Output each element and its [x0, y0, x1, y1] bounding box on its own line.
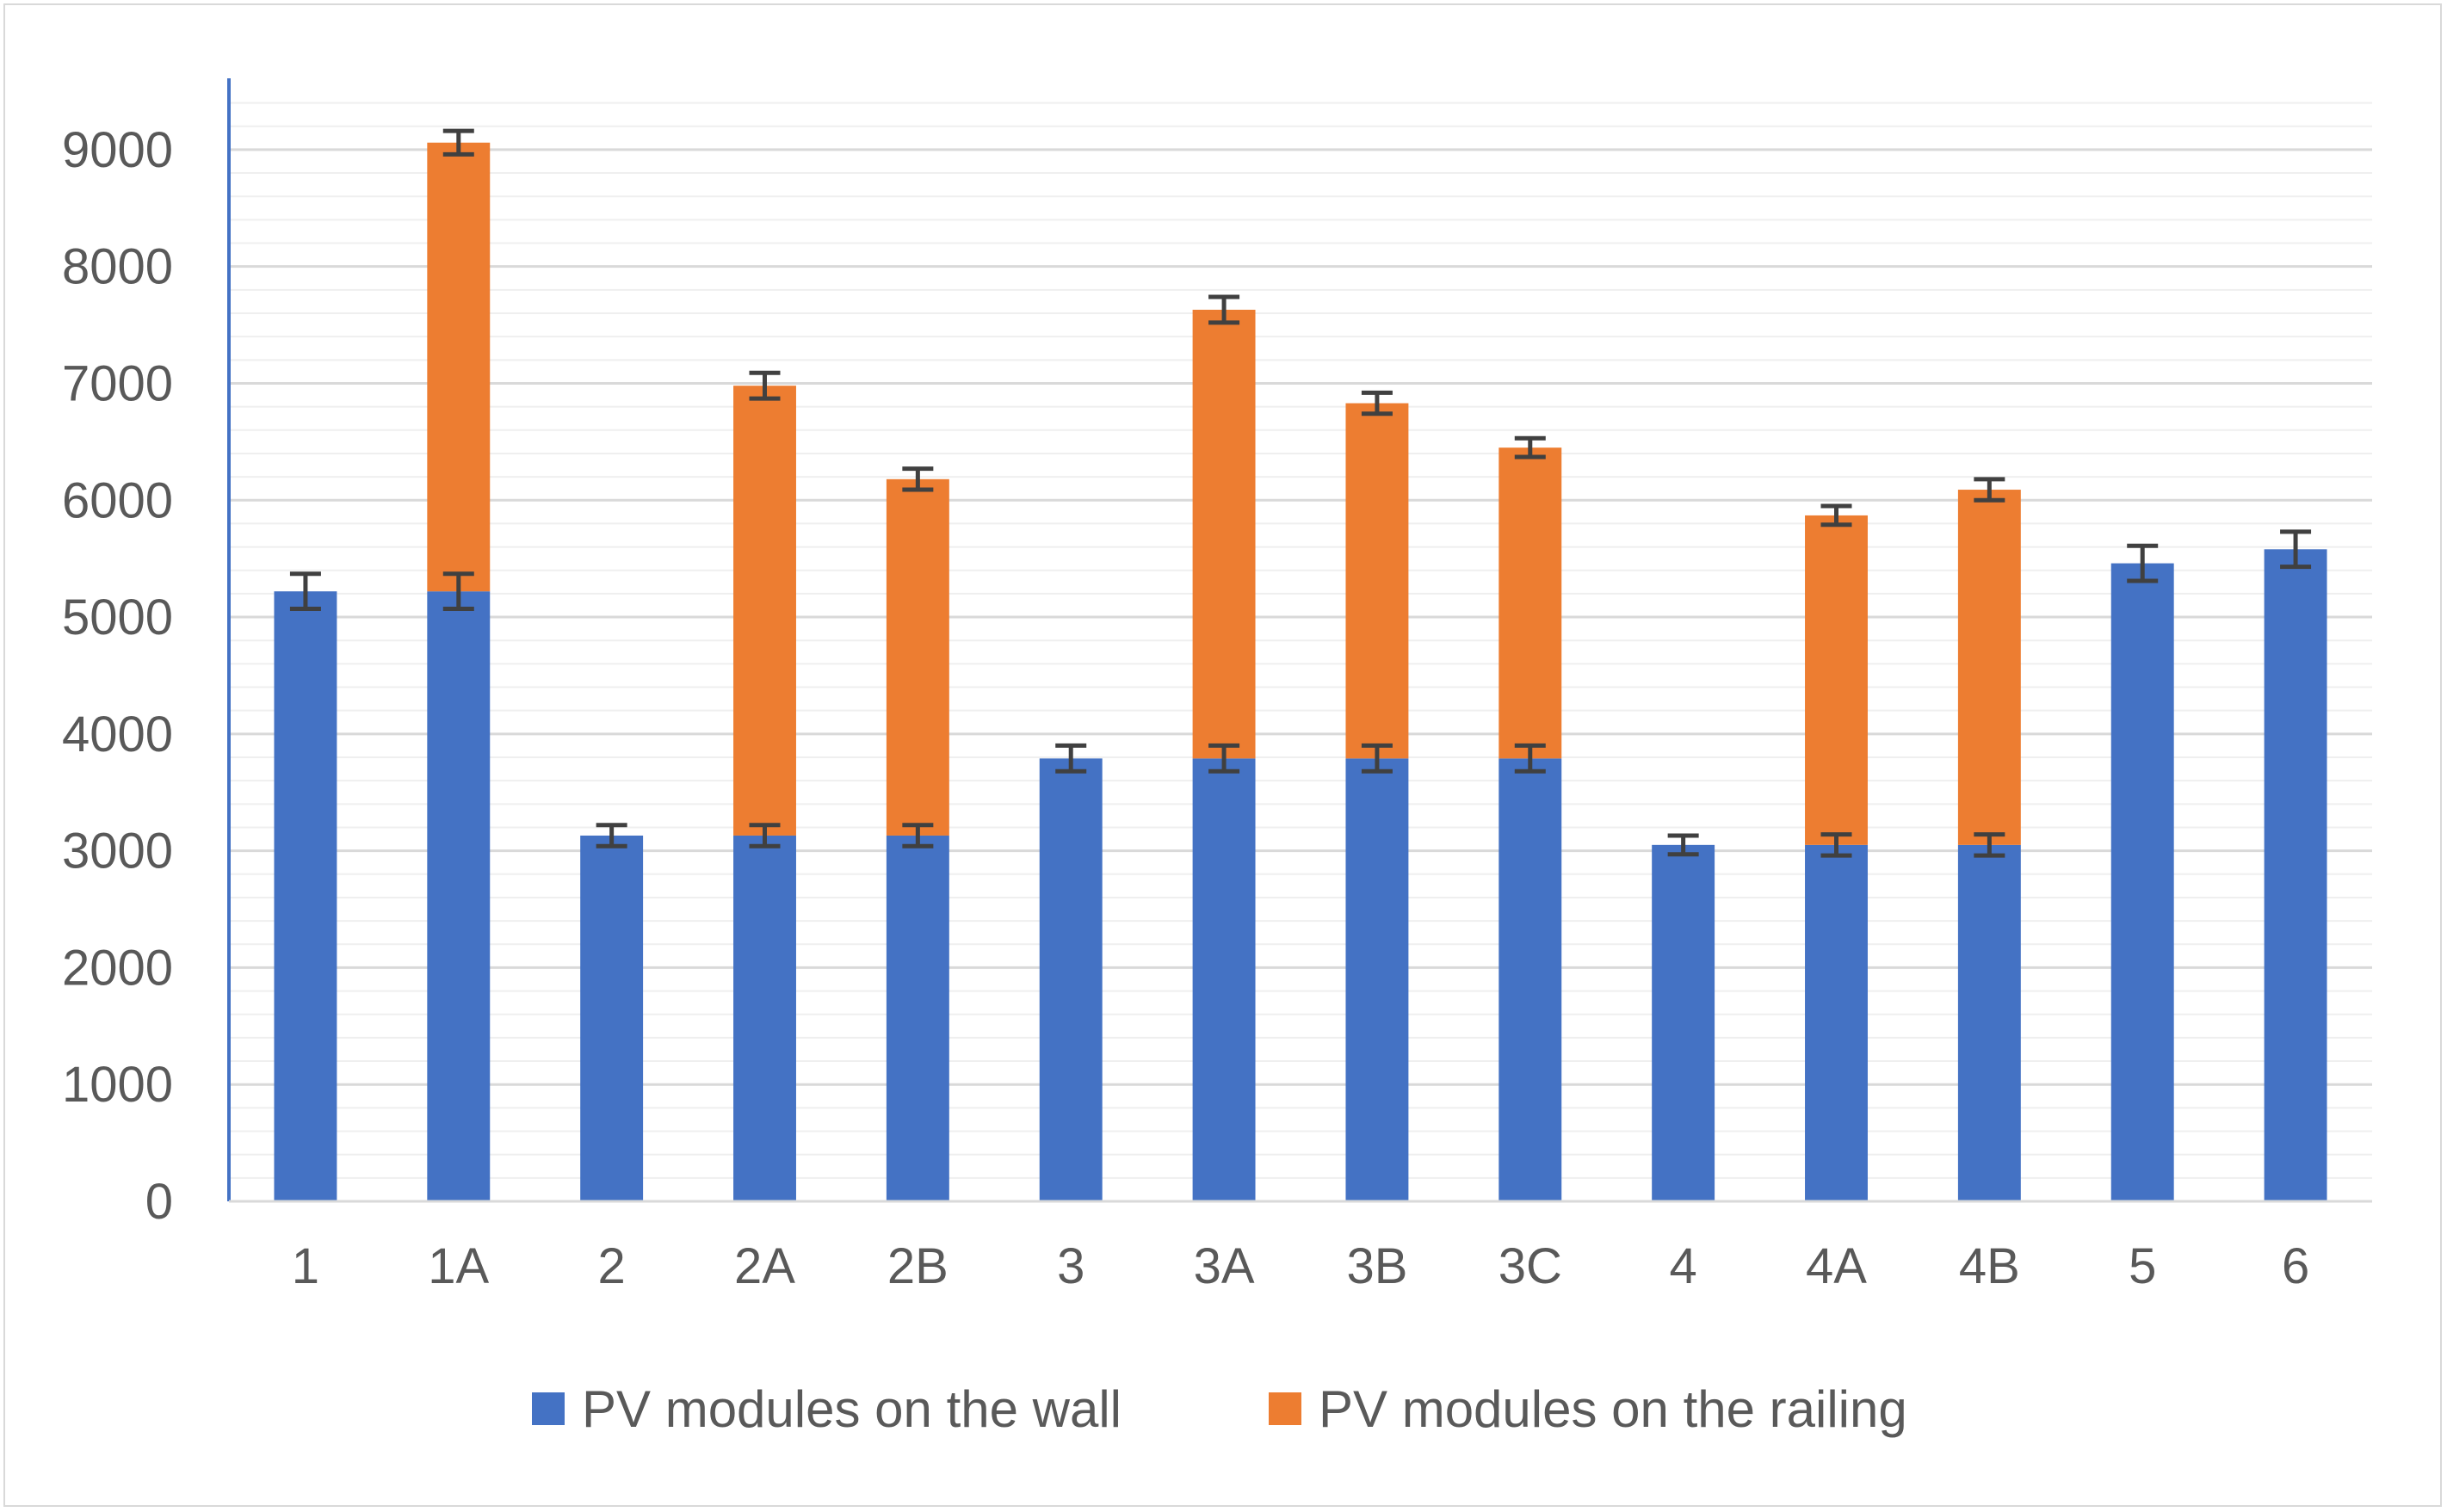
legend-label-railing: PV modules on the railing: [1319, 1380, 1907, 1438]
x-tick-label: 3C: [1498, 1238, 1562, 1294]
bar-wall-2: [580, 835, 644, 1201]
x-tick-label: 2B: [887, 1238, 949, 1294]
legend-swatch-wall: [532, 1392, 565, 1425]
x-tick-label: 1: [292, 1238, 319, 1294]
bar-wall-3: [1039, 758, 1103, 1201]
y-tick-label: 6000: [62, 472, 173, 528]
y-tick-label: 9000: [62, 122, 173, 178]
bar-wall-1A: [427, 591, 491, 1201]
legend: PV modules on the wall PV modules on the…: [532, 1380, 1907, 1438]
x-tick-label: 2: [598, 1238, 626, 1294]
x-tick-label: 3: [1057, 1238, 1084, 1294]
bar-railing-2A: [733, 386, 796, 836]
x-tick-label: 2A: [734, 1238, 795, 1294]
y-axis-tick-labels: 0 1000 2000 3000 4000 5000 6000 7000 8000 9000: [62, 122, 173, 1230]
legend-label-wall: PV modules on the wall: [582, 1380, 1122, 1438]
bar-wall-2A: [733, 835, 796, 1201]
y-tick-label: 4000: [62, 707, 173, 762]
bar-railing-4A: [1805, 515, 1868, 845]
bar-railing-3A: [1192, 309, 1256, 759]
bar-wall-3A: [1192, 758, 1256, 1201]
y-tick-label: 1000: [62, 1057, 173, 1113]
y-tick-label: 7000: [62, 355, 173, 411]
minor-gridlines: [229, 102, 2372, 1179]
bar-wall-4A: [1805, 844, 1868, 1201]
bar-railing-2B: [886, 478, 949, 836]
bars: [274, 142, 2327, 1201]
x-tick-label: 4A: [1806, 1238, 1867, 1294]
bar-wall-4B: [1957, 844, 2021, 1201]
y-tick-label: 5000: [62, 589, 173, 645]
error-bars: [289, 128, 2312, 858]
x-tick-label: 4B: [1959, 1238, 2020, 1294]
y-tick-label: 0: [145, 1174, 173, 1230]
bar-wall-3C: [1498, 758, 1562, 1201]
bar-railing-3C: [1498, 447, 1562, 759]
legend-swatch-railing: [1269, 1392, 1301, 1425]
bar-wall-4: [1652, 844, 1715, 1201]
bar-wall-1: [274, 591, 337, 1201]
y-tick-label: 3000: [62, 824, 173, 879]
bar-wall-5: [2110, 563, 2174, 1201]
x-axis-tick-labels: 1 1A 2 2A 2B 3 3A 3B 3C 4 4A 4B 5 6: [292, 1238, 2309, 1294]
bar-railing-3B: [1345, 403, 1409, 759]
x-tick-label: 4: [1670, 1238, 1697, 1294]
x-tick-label: 3B: [1346, 1238, 1407, 1294]
bar-railing-4B: [1957, 490, 2021, 845]
y-tick-label: 8000: [62, 239, 173, 295]
x-tick-label: 3A: [1194, 1238, 1255, 1294]
x-tick-label: 5: [2129, 1238, 2156, 1294]
x-tick-label: 6: [2282, 1238, 2309, 1294]
y-tick-label: 2000: [62, 940, 173, 996]
bar-wall-3B: [1345, 758, 1409, 1201]
bar-wall-2B: [886, 835, 949, 1201]
x-tick-label: 1A: [428, 1238, 489, 1294]
bar-railing-1A: [427, 142, 491, 592]
bar-wall-6: [2264, 549, 2327, 1201]
